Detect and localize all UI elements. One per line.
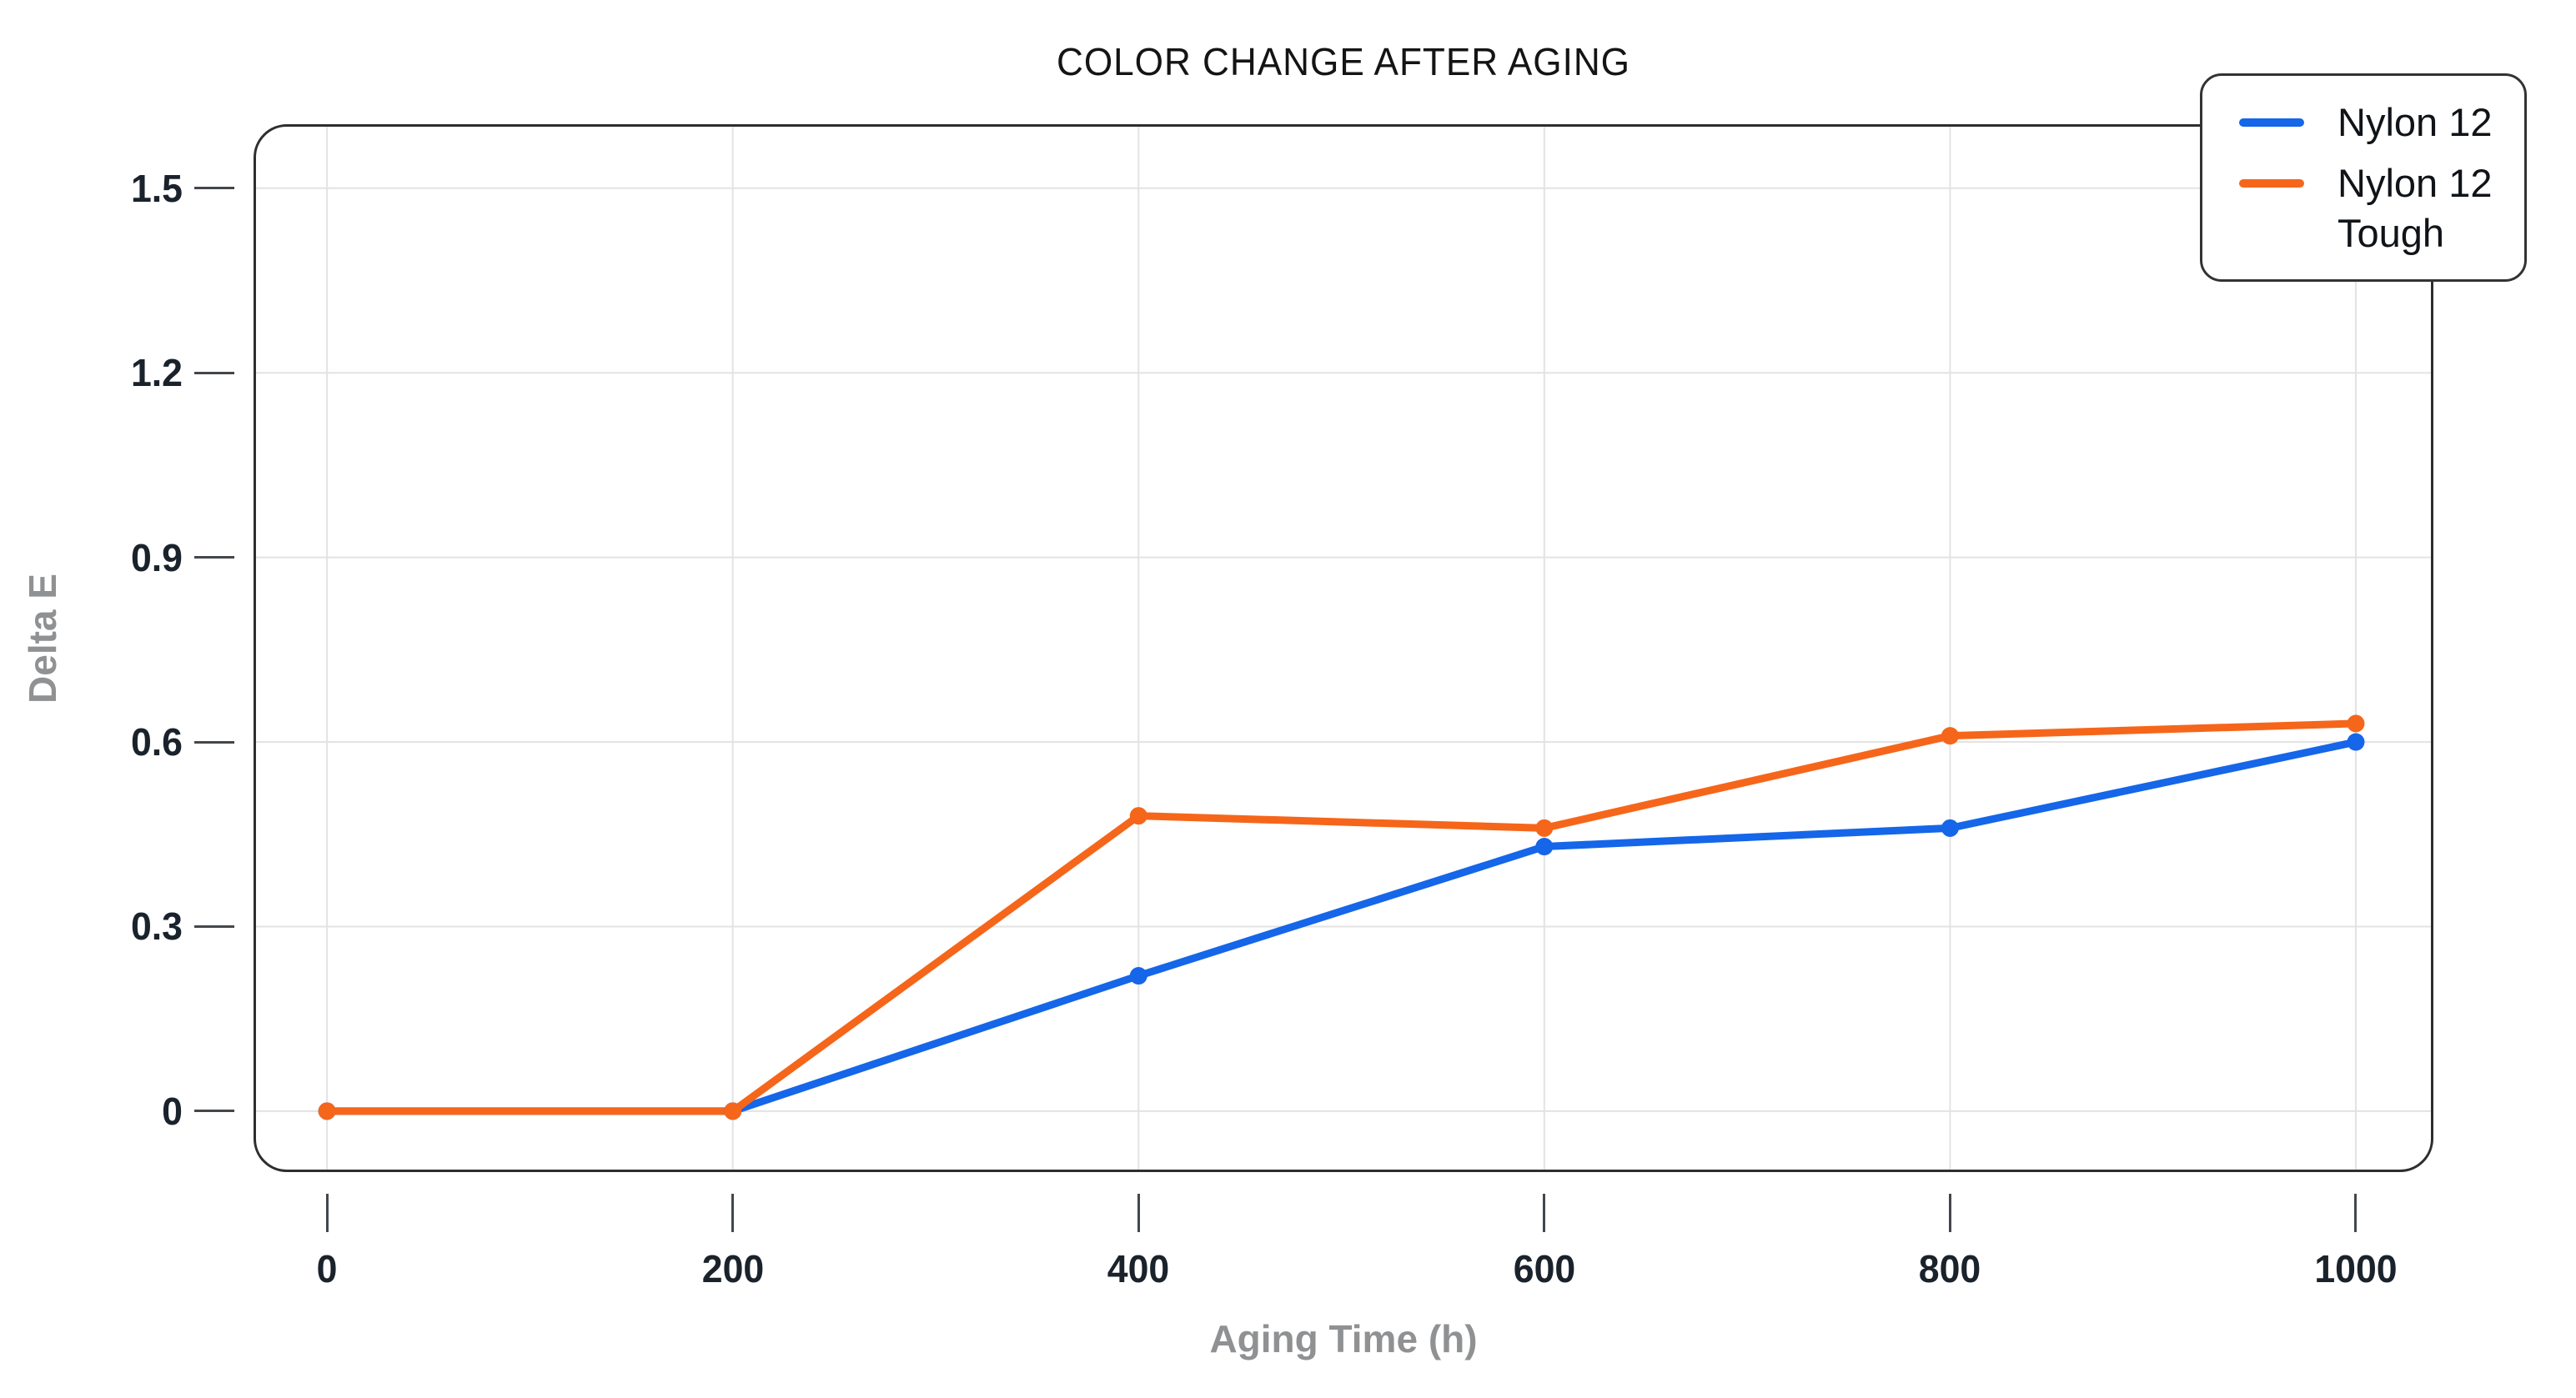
x-tick-mark	[1543, 1194, 1546, 1232]
y-tick-label: 0.6	[130, 720, 183, 764]
x-tick-label: 1000	[2314, 1247, 2398, 1290]
legend-swatch-nylon-12	[2239, 118, 2304, 127]
x-tick-label: 400	[1107, 1247, 1170, 1290]
data-point-nylon-12-tough-200	[724, 1102, 742, 1120]
legend-label: Nylon 12 Tough	[2337, 161, 2493, 255]
y-tick-label: 0	[162, 1089, 183, 1133]
y-tick-mark	[194, 740, 234, 744]
plot-area	[254, 124, 2433, 1172]
x-tick-mark	[2354, 1194, 2358, 1232]
data-point-nylon-12-tough-400	[1129, 807, 1147, 825]
y-tick-mark	[194, 924, 234, 928]
legend-item-nylon-12-tough[interactable]: Nylon 12 Tough	[2239, 158, 2516, 258]
data-point-nylon-12-tough-0	[318, 1102, 336, 1120]
legend-item-nylon-12[interactable]: Nylon 12	[2239, 98, 2516, 148]
data-point-nylon-12-1000	[2347, 733, 2365, 751]
legend-label: Nylon 12	[2337, 100, 2493, 144]
y-tick-mark	[194, 371, 234, 374]
data-point-nylon-12-tough-800	[1941, 727, 1959, 745]
x-tick-label: 0	[316, 1247, 338, 1290]
x-axis-title: Aging Time (h)	[1209, 1317, 1478, 1360]
legend-swatch-nylon-12-tough	[2239, 179, 2304, 188]
x-tick-mark	[731, 1194, 735, 1232]
y-tick-label: 0.9	[130, 535, 183, 579]
x-tick-label: 200	[701, 1247, 764, 1290]
data-point-nylon-12-tough-1000	[2347, 714, 2365, 733]
y-tick-label: 0.3	[130, 904, 183, 949]
y-tick-label: 1.5	[130, 166, 183, 210]
x-tick-mark	[325, 1194, 329, 1232]
plot-svg	[256, 127, 2431, 1170]
x-tick-mark	[1137, 1194, 1140, 1232]
data-point-nylon-12-tough-600	[1535, 819, 1554, 837]
y-tick-label: 1.2	[130, 351, 183, 395]
series-line-nylon-12-tough	[323, 719, 2360, 1115]
data-point-nylon-12-800	[1941, 819, 1959, 837]
y-tick-mark	[194, 556, 234, 559]
legend: Nylon 12 Nylon 12 Tough	[2200, 73, 2527, 282]
x-tick-label: 600	[1513, 1247, 1576, 1290]
y-tick-mark	[194, 1110, 234, 1113]
x-tick-mark	[1948, 1194, 1951, 1232]
y-tick-mark	[194, 187, 234, 190]
data-point-nylon-12-600	[1535, 838, 1554, 856]
chart-title: COLOR CHANGE AFTER AGING	[1056, 40, 1631, 83]
data-point-nylon-12-400	[1129, 967, 1147, 985]
x-tick-label: 800	[1919, 1247, 1981, 1290]
